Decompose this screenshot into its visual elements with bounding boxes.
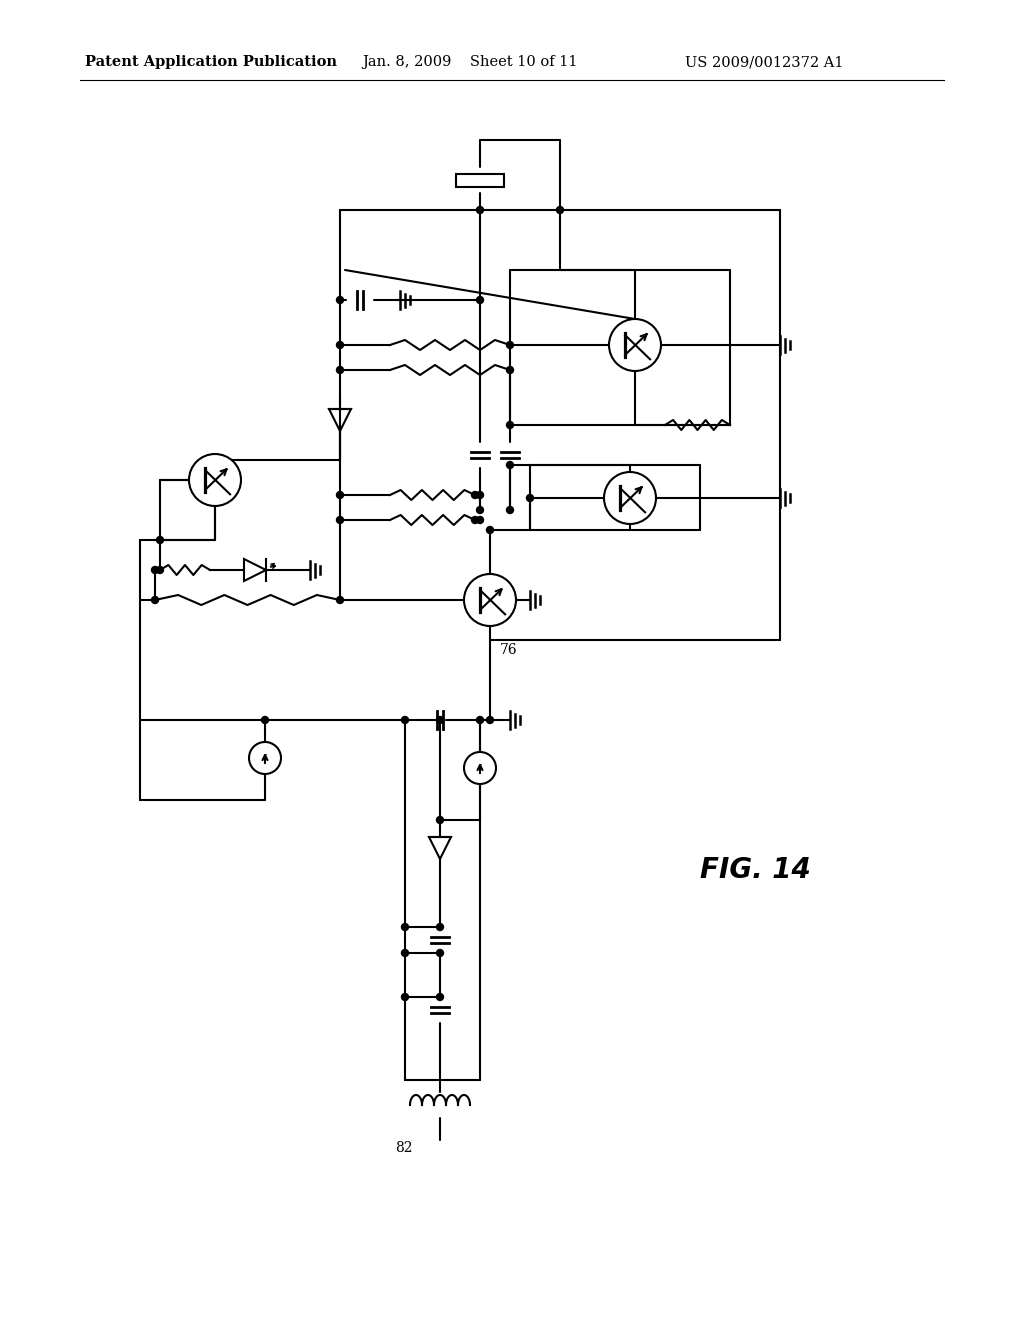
Circle shape bbox=[152, 566, 159, 573]
Circle shape bbox=[261, 717, 268, 723]
Circle shape bbox=[249, 742, 281, 774]
Circle shape bbox=[157, 566, 164, 573]
Circle shape bbox=[337, 516, 343, 524]
Circle shape bbox=[604, 473, 656, 524]
Circle shape bbox=[436, 949, 443, 957]
Circle shape bbox=[526, 495, 534, 502]
Circle shape bbox=[436, 924, 443, 931]
Text: 76: 76 bbox=[500, 643, 517, 657]
Circle shape bbox=[401, 949, 409, 957]
Circle shape bbox=[507, 367, 513, 374]
Circle shape bbox=[476, 491, 483, 499]
Circle shape bbox=[157, 536, 164, 544]
Circle shape bbox=[486, 717, 494, 723]
Circle shape bbox=[476, 717, 483, 723]
Circle shape bbox=[507, 507, 513, 513]
Circle shape bbox=[337, 367, 343, 374]
Circle shape bbox=[189, 454, 241, 506]
Circle shape bbox=[471, 516, 478, 524]
Circle shape bbox=[507, 342, 513, 348]
Text: 82: 82 bbox=[395, 1140, 413, 1155]
Circle shape bbox=[556, 206, 563, 214]
Text: US 2009/0012372 A1: US 2009/0012372 A1 bbox=[685, 55, 844, 69]
Circle shape bbox=[476, 206, 483, 214]
Circle shape bbox=[401, 994, 409, 1001]
Circle shape bbox=[464, 752, 496, 784]
Circle shape bbox=[337, 297, 343, 304]
Circle shape bbox=[507, 421, 513, 429]
Circle shape bbox=[486, 527, 494, 533]
Circle shape bbox=[152, 597, 159, 603]
Bar bbox=[456, 173, 504, 186]
Circle shape bbox=[476, 516, 483, 524]
Text: Jan. 8, 2009    Sheet 10 of 11: Jan. 8, 2009 Sheet 10 of 11 bbox=[362, 55, 578, 69]
Circle shape bbox=[464, 574, 516, 626]
Circle shape bbox=[476, 297, 483, 304]
Circle shape bbox=[337, 597, 343, 603]
Text: i: i bbox=[263, 754, 266, 764]
Text: FIG. 14: FIG. 14 bbox=[700, 855, 811, 884]
Circle shape bbox=[436, 817, 443, 824]
Circle shape bbox=[507, 462, 513, 469]
Circle shape bbox=[337, 491, 343, 499]
Circle shape bbox=[401, 924, 409, 931]
Circle shape bbox=[436, 994, 443, 1001]
Text: Patent Application Publication: Patent Application Publication bbox=[85, 55, 337, 69]
Circle shape bbox=[436, 717, 443, 723]
Circle shape bbox=[476, 507, 483, 513]
Circle shape bbox=[337, 342, 343, 348]
Circle shape bbox=[471, 491, 478, 499]
Circle shape bbox=[401, 717, 409, 723]
Text: i: i bbox=[478, 764, 481, 774]
Circle shape bbox=[609, 319, 662, 371]
